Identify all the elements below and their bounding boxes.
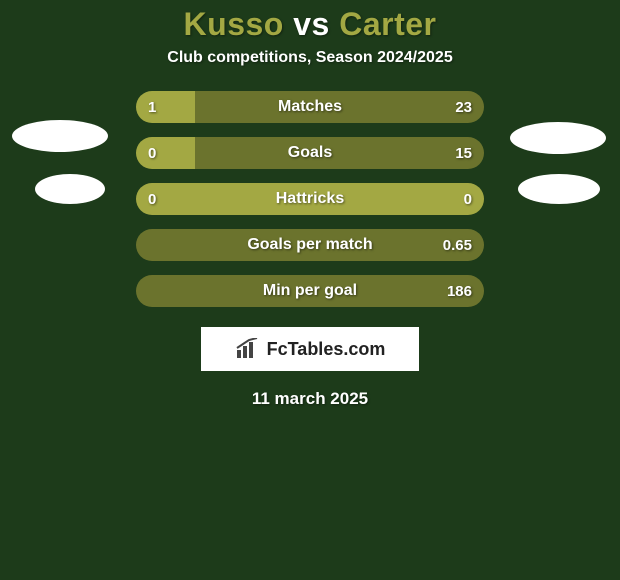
title-player2: Carter: [339, 6, 436, 42]
bar-label: Min per goal: [136, 275, 484, 307]
stat-bar-row: Min per goal186: [136, 275, 484, 307]
avatar-player2: [510, 122, 606, 154]
bar-label: Goals per match: [136, 229, 484, 261]
page-title: Kusso vs Carter: [0, 0, 620, 43]
bar-label: Goals: [136, 137, 484, 169]
date: 11 march 2025: [0, 389, 620, 409]
title-player1: Kusso: [184, 6, 284, 42]
bar-value-right: 23: [455, 91, 472, 123]
bar-value-right: 186: [447, 275, 472, 307]
subtitle: Club competitions, Season 2024/2025: [0, 49, 620, 67]
bar-value-right: 0: [464, 183, 472, 215]
title-vs: vs: [293, 6, 330, 42]
bar-label: Matches: [136, 91, 484, 123]
bar-value-left: 0: [148, 183, 156, 215]
stat-bar-row: Hattricks0 0: [136, 183, 484, 215]
bar-value-right: 0.65: [443, 229, 472, 261]
stat-bars: Matches123Goals015Hattricks00Goals per m…: [136, 91, 484, 307]
source-logo: FcTables.com: [201, 327, 419, 371]
comparison-infographic: Kusso vs Carter Club competitions, Seaso…: [0, 0, 620, 580]
avatar-player2-club: [518, 174, 600, 204]
bar-value-left: 1: [148, 91, 156, 123]
stat-bar-row: Matches1 23: [136, 91, 484, 123]
bar-value-left: 0: [148, 137, 156, 169]
stat-bar-row: Goals per match0.65: [136, 229, 484, 261]
bar-label: Hattricks: [136, 183, 484, 215]
avatar-player1-club: [35, 174, 105, 204]
stat-bar-row: Goals0 15: [136, 137, 484, 169]
avatar-player1: [12, 120, 108, 152]
logo-text: FcTables.com: [267, 339, 386, 360]
chart-icon: [235, 338, 261, 360]
bar-value-right: 15: [455, 137, 472, 169]
